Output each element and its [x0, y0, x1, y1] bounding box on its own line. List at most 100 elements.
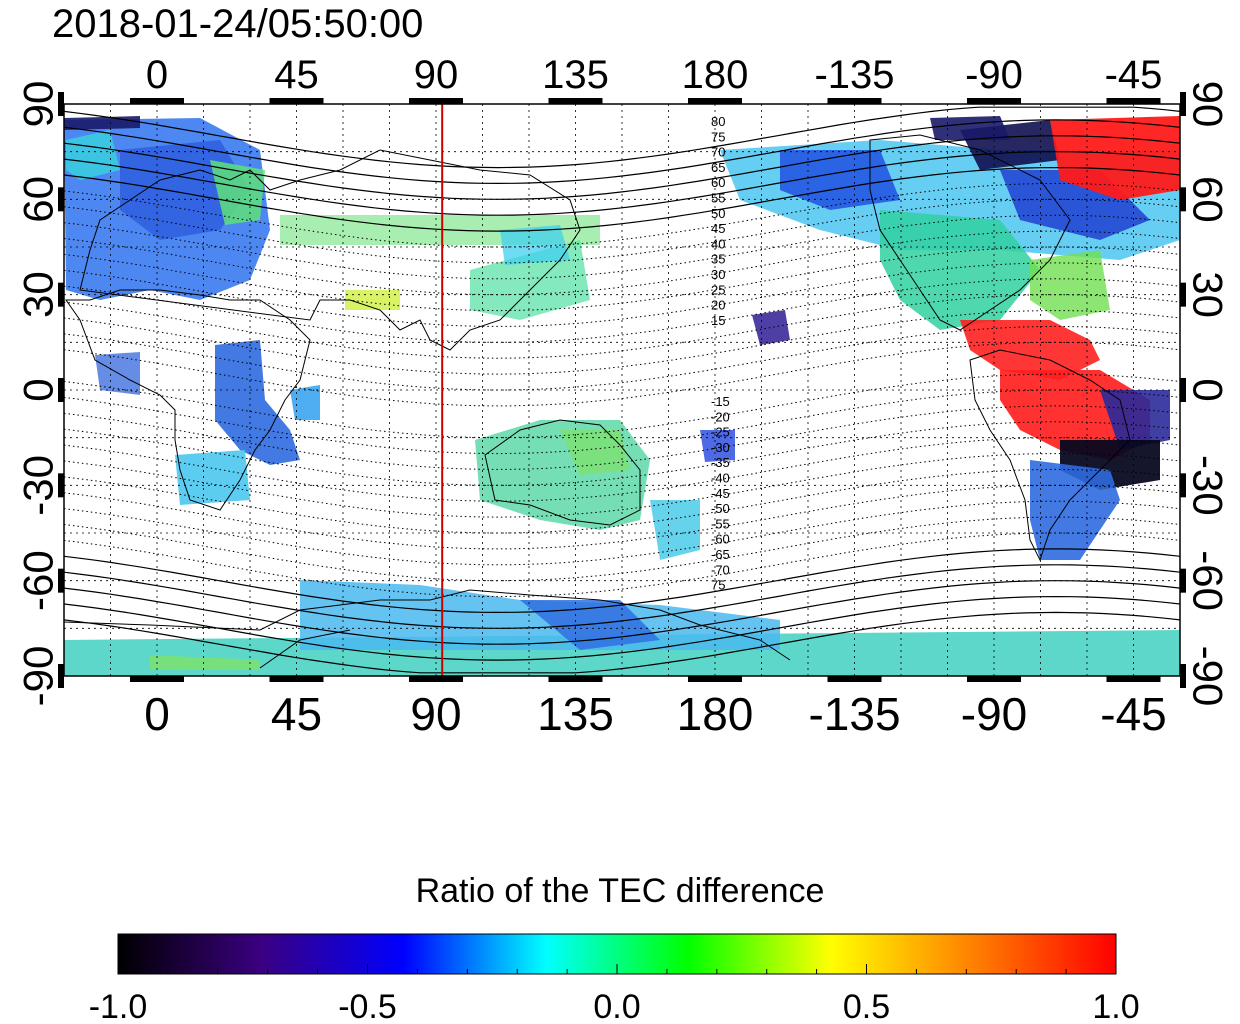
top-tick — [1106, 98, 1161, 104]
left-tick — [58, 92, 64, 116]
coastlines — [64, 134, 1131, 669]
left-axis-label: -30 — [15, 455, 62, 516]
right-axis-label: 0 — [1185, 378, 1232, 401]
contour-label: 30 — [711, 267, 725, 282]
bottom-tick — [409, 676, 463, 682]
top-tick — [269, 98, 324, 104]
contour-label: 65 — [711, 160, 725, 175]
right-tick — [1180, 378, 1186, 402]
colorbar-ticks: -1.0 -0.5 0.0 0.5 1.0 — [89, 964, 1140, 1024]
left-axis-label: -90 — [15, 646, 62, 707]
bottom-axis-label: 135 — [537, 688, 614, 740]
top-axis-label: -90 — [965, 53, 1023, 97]
contour-label: 35 — [711, 252, 725, 267]
right-axis-label: 90 — [1185, 81, 1232, 128]
top-axis-label: -135 — [814, 53, 894, 97]
right-tick — [1180, 664, 1186, 688]
mlat-contour — [64, 106, 1180, 169]
top-tick — [130, 98, 184, 104]
top-tick — [967, 98, 1021, 104]
bottom-axis-label: -45 — [1100, 688, 1166, 740]
left-axis-label: 30 — [15, 271, 62, 318]
figure-title: 2018-01-24/05:50:00 — [52, 2, 424, 46]
colorbar-tick-label: 0.0 — [593, 988, 640, 1024]
contour-label: -70 — [711, 562, 730, 577]
contour-label: 25 — [711, 282, 725, 297]
top-tick — [409, 98, 463, 104]
right-tick — [1180, 473, 1186, 498]
mlat-contour — [64, 135, 1180, 200]
bottom-tick — [1106, 676, 1161, 682]
contour-label: -60 — [711, 532, 730, 547]
left-tick — [58, 664, 64, 688]
bottom-tick — [827, 676, 882, 682]
mlat-contour — [64, 548, 1180, 614]
contour-label: 50 — [711, 206, 725, 221]
bottom-tick — [548, 676, 603, 682]
contour-label: 45 — [711, 221, 725, 236]
colorbar-tick-label: 1.0 — [1092, 988, 1139, 1024]
bottom-axis-label: 45 — [271, 688, 322, 740]
magnetic-latitude-contours: 8075706560555045403530252015-15-20-25-30… — [64, 106, 1180, 674]
left-tick — [58, 568, 64, 593]
top-tick — [548, 98, 603, 104]
left-axis-label: 0 — [15, 378, 62, 401]
left-tick — [58, 378, 64, 402]
contour-label: 55 — [711, 191, 725, 206]
left-tick — [58, 473, 64, 498]
contour-label: -35 — [711, 455, 730, 470]
contour-label: -55 — [711, 516, 730, 531]
bottom-tick — [967, 676, 1021, 682]
contour-label: -30 — [711, 440, 730, 455]
contour-label: -20 — [711, 409, 730, 424]
bottom-axis-label: 180 — [677, 688, 754, 740]
right-tick — [1180, 568, 1186, 593]
map-axes: 0045459090135135180180-135-135-90-90-45-… — [15, 53, 1232, 740]
colorbar-tick-label: 0.5 — [843, 988, 890, 1024]
right-tick — [1180, 187, 1186, 212]
contour-label: -65 — [711, 547, 730, 562]
top-tick — [827, 98, 882, 104]
mlat-contour — [64, 166, 1180, 232]
mlat-contour — [64, 151, 1180, 216]
bottom-tick — [269, 676, 324, 682]
contour-label: 75 — [711, 129, 725, 144]
right-tick — [1180, 92, 1186, 116]
contour-label: 15 — [711, 313, 725, 328]
mlat-contour — [64, 595, 1180, 661]
contour-label: -45 — [711, 486, 730, 501]
bottom-axis-label: 90 — [410, 688, 461, 740]
contour-label: 75 — [711, 578, 725, 593]
left-tick — [58, 187, 64, 212]
contour-label: 40 — [711, 236, 725, 251]
contour-label: 70 — [711, 145, 725, 160]
bottom-axis-label: -135 — [808, 688, 900, 740]
contour-label: 80 — [711, 114, 725, 129]
bottom-tick — [130, 676, 184, 682]
contour-label: -15 — [711, 394, 730, 409]
bottom-axis-label: 0 — [144, 688, 170, 740]
top-tick — [688, 98, 742, 104]
contour-label: 20 — [711, 298, 725, 313]
top-axis-label: 180 — [682, 53, 749, 97]
contour-label: 60 — [711, 175, 725, 190]
top-axis-label: 135 — [542, 53, 609, 97]
right-axis-label: -30 — [1185, 455, 1232, 516]
top-axis-label: -45 — [1105, 53, 1163, 97]
right-axis-label: -90 — [1185, 646, 1232, 707]
colorbar-title: Ratio of the TEC difference — [415, 872, 825, 910]
contour-label: -25 — [711, 425, 730, 440]
right-tick — [1180, 282, 1186, 307]
bottom-axis-label: -90 — [961, 688, 1027, 740]
colorbar-tick-label: -1.0 — [89, 988, 148, 1024]
left-axis-label: 60 — [15, 176, 62, 223]
right-axis-label: -60 — [1185, 550, 1232, 611]
mlat-contour — [64, 564, 1180, 629]
top-axis-label: 45 — [274, 53, 319, 97]
right-axis-label: 60 — [1185, 176, 1232, 223]
left-tick — [58, 282, 64, 307]
right-axis-label: 30 — [1185, 271, 1232, 318]
bottom-tick — [688, 676, 742, 682]
